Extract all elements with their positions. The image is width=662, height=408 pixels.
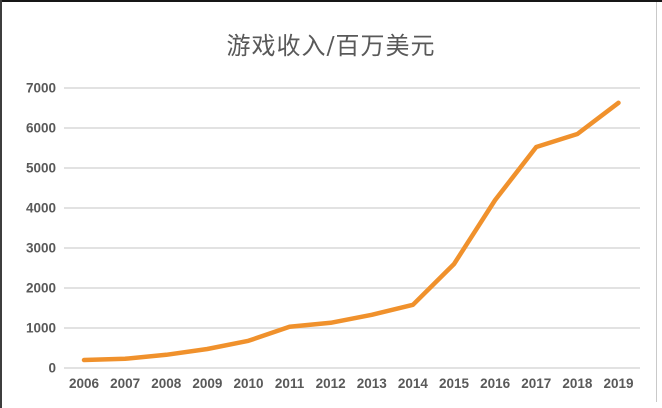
- x-axis-tick-label: 2010: [233, 376, 263, 391]
- y-axis-tick-label: 7000: [26, 81, 56, 96]
- y-axis-tick-label: 0: [48, 361, 56, 376]
- chart-frame-left-border: [0, 0, 2, 408]
- y-axis-tick-label: 1000: [26, 321, 56, 336]
- chart-frame-top-border: [0, 0, 662, 2]
- y-axis-tick-label: 2000: [26, 281, 56, 296]
- x-axis-tick-label: 2019: [603, 376, 633, 391]
- y-axis-tick-label: 4000: [26, 201, 56, 216]
- x-axis-tick-label: 2012: [316, 376, 346, 391]
- y-axis-tick-label: 5000: [26, 161, 56, 176]
- x-axis-tick-label: 2007: [110, 376, 140, 391]
- x-axis-tick-label: 2008: [151, 376, 182, 391]
- y-axis-tick-label: 3000: [26, 241, 56, 256]
- x-axis-tick-label: 2009: [192, 376, 222, 391]
- x-axis-tick-label: 2014: [398, 376, 429, 391]
- x-axis-tick-label: 2018: [562, 376, 593, 391]
- y-axis-tick-label: 6000: [26, 121, 56, 136]
- chart-title: 游戏收入/百万美元: [226, 32, 436, 60]
- x-axis-tick-label: 2017: [521, 376, 551, 391]
- x-axis-tick-label: 2015: [439, 376, 470, 391]
- x-axis-tick-label: 2006: [69, 376, 100, 391]
- x-axis-tick-label: 2013: [357, 376, 388, 391]
- x-axis-tick-label: 2011: [275, 376, 305, 391]
- x-axis-tick-label: 2016: [480, 376, 511, 391]
- revenue-series-line: [81, 100, 621, 363]
- chart-frame-right-border: [656, 2, 657, 402]
